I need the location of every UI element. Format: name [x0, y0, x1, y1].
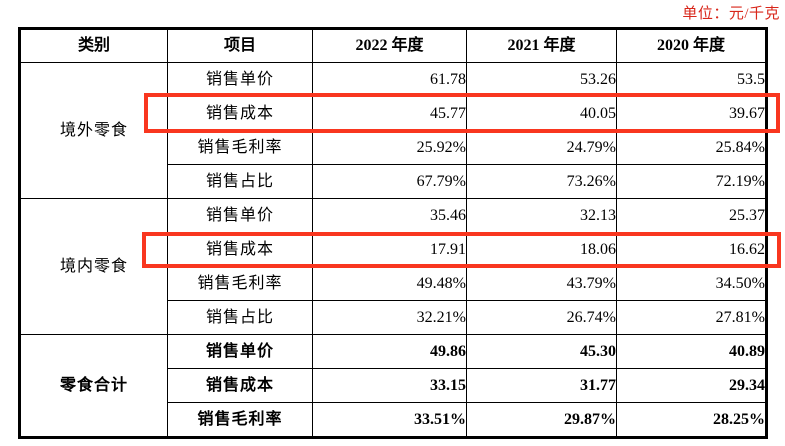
value-cell: 26.74%	[466, 300, 617, 335]
value-cell: 34.50%	[616, 266, 767, 301]
value-cell: 49.48%	[312, 266, 467, 301]
item-cell: 销售成本	[167, 96, 313, 131]
value-cell: 24.79%	[466, 130, 617, 165]
value-cell: 18.06	[466, 232, 617, 267]
table-row: 境外零食 销售单价 61.78 53.26 53.5	[19, 62, 767, 199]
category-cell-domestic: 境内零食	[19, 198, 168, 335]
table-row: 销售占比 67.79% 73.26% 72.19%	[20, 164, 767, 199]
value-cell: 33.51%	[312, 402, 467, 438]
value-cell: 32.21%	[312, 300, 467, 335]
value-cell: 39.67	[616, 96, 767, 131]
value-cell: 49.86	[312, 334, 467, 369]
financial-table: 类别 项目 2022 年度 2021 年度 2020 年度 境外零食 销售单价 …	[18, 27, 768, 439]
item-cell: 销售占比	[167, 300, 313, 335]
header-year-2022: 2022 年度	[312, 28, 467, 63]
header-item: 项目	[167, 28, 313, 63]
value-cell: 61.78	[312, 62, 467, 97]
value-cell: 45.30	[466, 334, 617, 369]
table-row: 销售毛利率 33.51% 29.87% 28.25%	[20, 402, 767, 438]
value-cell: 40.05	[466, 96, 617, 131]
header-year-2021: 2021 年度	[466, 28, 617, 63]
header-category: 类别	[19, 28, 168, 63]
value-cell: 32.13	[466, 198, 617, 233]
value-cell: 40.89	[616, 334, 767, 369]
value-cell: 16.62	[616, 232, 767, 267]
item-cell: 销售成本	[167, 368, 313, 403]
value-cell: 29.87%	[466, 402, 617, 438]
unit-label: 单位：元/千克	[682, 6, 780, 22]
item-cell: 销售毛利率	[167, 266, 313, 301]
value-cell: 28.25%	[616, 402, 767, 438]
value-cell: 67.79%	[312, 164, 467, 199]
value-cell: 33.15	[312, 368, 467, 403]
item-cell: 销售单价	[167, 198, 313, 233]
table-row: 销售毛利率 25.92% 24.79% 25.84%	[20, 130, 767, 165]
item-cell: 销售占比	[167, 164, 313, 199]
value-cell: 43.79%	[466, 266, 617, 301]
value-cell: 35.46	[312, 198, 467, 233]
item-cell: 销售单价	[167, 334, 313, 369]
value-cell: 53.5	[616, 62, 767, 97]
value-cell: 27.81%	[616, 300, 767, 335]
table-row: 销售占比 32.21% 26.74% 27.81%	[20, 300, 767, 335]
table-row: 境内零食 销售单价 35.46 32.13 25.37	[19, 198, 767, 335]
value-cell: 17.91	[312, 232, 467, 267]
category-cell-overseas: 境外零食	[19, 62, 168, 199]
item-cell: 销售单价	[167, 62, 313, 97]
table-row: 零食合计 销售单价 49.86 45.30 40.89	[19, 334, 767, 438]
header-row: 类别 项目 2022 年度 2021 年度 2020 年度	[19, 28, 767, 63]
value-cell: 45.77	[312, 96, 467, 131]
table-row: 销售毛利率 49.48% 43.79% 34.50%	[20, 266, 767, 301]
category-cell-total: 零食合计	[19, 334, 168, 438]
item-cell: 销售毛利率	[167, 402, 313, 438]
value-cell: 25.37	[616, 198, 767, 233]
table-row-highlighted: 销售成本 45.77 40.05 39.67	[20, 96, 767, 131]
value-cell: 31.77	[466, 368, 617, 403]
item-cell: 销售成本	[167, 232, 313, 267]
value-cell: 29.34	[616, 368, 767, 403]
table-row: 销售成本 33.15 31.77 29.34	[20, 368, 767, 403]
value-cell: 73.26%	[466, 164, 617, 199]
value-cell: 25.84%	[616, 130, 767, 165]
item-cell: 销售毛利率	[167, 130, 313, 165]
value-cell: 72.19%	[616, 164, 767, 199]
header-year-2020: 2020 年度	[616, 28, 767, 63]
value-cell: 25.92%	[312, 130, 467, 165]
value-cell: 53.26	[466, 62, 617, 97]
